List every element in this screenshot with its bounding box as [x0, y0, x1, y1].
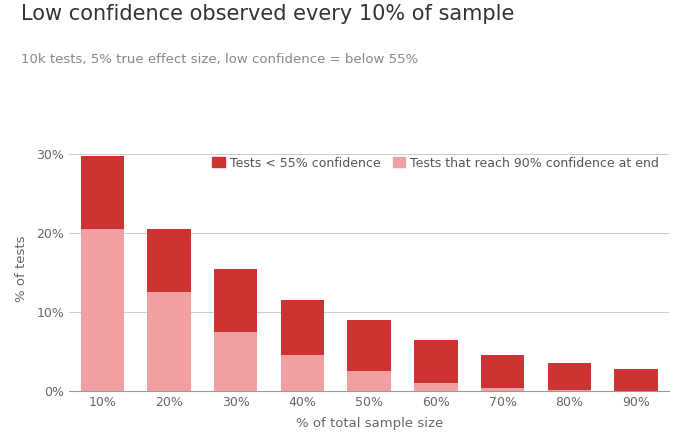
Text: Low confidence observed every 10% of sample: Low confidence observed every 10% of sam…	[21, 4, 514, 24]
Bar	[281, 355, 324, 391]
Bar	[481, 355, 524, 388]
Bar	[281, 300, 324, 355]
Y-axis label: % of tests: % of tests	[15, 235, 28, 302]
Bar	[548, 390, 591, 391]
Bar	[414, 340, 457, 383]
Bar	[548, 363, 591, 390]
Bar	[414, 383, 457, 391]
Bar	[148, 229, 190, 292]
Bar	[214, 332, 257, 391]
Text: 10k tests, 5% true effect size, low confidence = below 55%: 10k tests, 5% true effect size, low conf…	[21, 53, 418, 66]
Bar	[481, 388, 524, 391]
Bar	[148, 292, 190, 391]
Bar	[81, 229, 124, 391]
Bar	[81, 156, 124, 229]
Bar	[614, 369, 658, 391]
Legend: Tests < 55% confidence, Tests that reach 90% confidence at end: Tests < 55% confidence, Tests that reach…	[208, 153, 663, 173]
Bar	[214, 269, 257, 332]
X-axis label: % of total sample size: % of total sample size	[295, 417, 443, 430]
Bar	[348, 371, 391, 391]
Bar	[348, 320, 391, 371]
